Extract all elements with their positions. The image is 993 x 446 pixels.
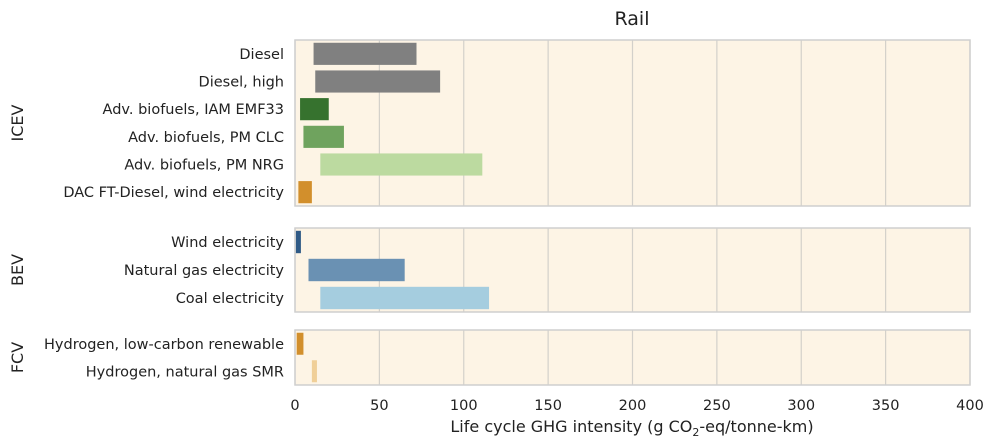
category-label: Hydrogen, low-carbon renewable (44, 337, 284, 353)
x-axis-label: Life cycle GHG intensity (g CO2-eq/tonne… (450, 417, 813, 439)
x-tick-label: 100 (450, 398, 478, 414)
bar-wind-electricity (295, 230, 301, 254)
bar-dac-ft-diesel-wind-electricity (298, 181, 312, 204)
bar-adv-biofuels-iam-emf33 (300, 98, 329, 121)
panel-fcv: Hydrogen, low-carbon renewable Hydrogen, … (8, 329, 971, 386)
category-label: DAC FT-Diesel, wind electricity (63, 185, 284, 201)
x-tick-label: 150 (534, 398, 562, 414)
bar-adv-biofuels-pm-clc (303, 125, 344, 148)
panel-label: BEV (8, 254, 27, 286)
category-label: Adv. biofuels, PM NRG (124, 158, 284, 174)
x-tick-label: 200 (619, 398, 647, 414)
panel-label: FCV (8, 342, 27, 373)
x-tick-label: 250 (703, 398, 731, 414)
panel-bev: Wind electricity Natural gas electricity C… (8, 227, 971, 313)
panel-frame (294, 329, 971, 386)
x-tick-label: 0 (290, 398, 299, 414)
category-label: Diesel (239, 47, 284, 63)
category-label: Hydrogen, natural gas SMR (86, 364, 284, 380)
bar-diesel-high (315, 70, 441, 93)
panel-frame (294, 227, 971, 313)
x-axis-label-text-end: -eq/tonne-km) (699, 417, 813, 436)
bar-natural-gas-electricity (308, 258, 405, 282)
x-tick-label: 50 (370, 398, 388, 414)
category-label: Natural gas electricity (124, 263, 285, 279)
panel-icev: Diesel Diesel, high Adv. biofuels, IAM EMF… (8, 39, 971, 207)
bar-coal-electricity (320, 286, 490, 310)
bar-diesel (313, 42, 417, 65)
x-axis-label-text: Life cycle GHG intensity (g CO (450, 417, 692, 436)
chart-panels: Diesel Diesel, high Adv. biofuels, IAM EMF… (8, 39, 971, 386)
panel-frame (294, 39, 971, 207)
x-tick-label: 300 (787, 398, 815, 414)
bar-hydrogen-natural-gas-smr (311, 360, 317, 383)
x-axis: 0 50 100 150 200 250 300 350 400 (290, 398, 983, 414)
category-label: Adv. biofuels, PM CLC (128, 130, 284, 146)
bar-hydrogen-low-carbon-renewable (296, 332, 304, 355)
x-tick-label: 400 (956, 398, 984, 414)
category-label: Coal electricity (176, 291, 285, 307)
category-label: Adv. biofuels, IAM EMF33 (103, 102, 284, 118)
chart-title: Rail (615, 8, 650, 30)
x-axis-label-subscript: 2 (692, 426, 699, 439)
panel-label: ICEV (8, 104, 27, 141)
x-tick-label: 350 (872, 398, 900, 414)
category-label: Wind electricity (171, 235, 284, 251)
bar-adv-biofuels-pm-nrg (320, 153, 483, 176)
category-label: Diesel, high (199, 75, 284, 91)
